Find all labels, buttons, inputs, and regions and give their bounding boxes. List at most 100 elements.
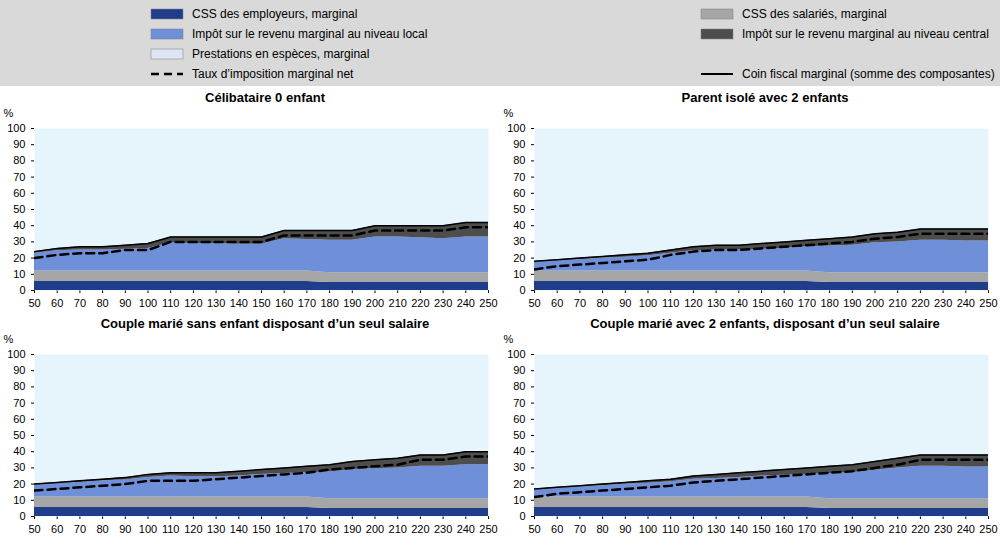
svg-text:150: 150 bbox=[252, 523, 270, 535]
svg-text:100: 100 bbox=[507, 122, 525, 134]
svg-text:110: 110 bbox=[662, 297, 680, 309]
svg-text:0: 0 bbox=[519, 284, 525, 296]
svg-text:90: 90 bbox=[513, 138, 525, 150]
svg-text:100: 100 bbox=[139, 297, 157, 309]
svg-text:90: 90 bbox=[119, 523, 131, 535]
svg-text:50: 50 bbox=[528, 297, 540, 309]
svg-text:80: 80 bbox=[513, 380, 525, 392]
svg-text:210: 210 bbox=[889, 297, 907, 309]
svg-text:60: 60 bbox=[51, 297, 63, 309]
svg-text:90: 90 bbox=[119, 297, 131, 309]
svg-text:240: 240 bbox=[957, 297, 975, 309]
svg-text:60: 60 bbox=[551, 297, 563, 309]
svg-text:110: 110 bbox=[162, 523, 180, 535]
svg-text:130: 130 bbox=[707, 523, 725, 535]
svg-text:130: 130 bbox=[207, 523, 225, 535]
svg-text:70: 70 bbox=[574, 523, 586, 535]
svg-text:90: 90 bbox=[13, 138, 25, 150]
svg-text:20: 20 bbox=[13, 478, 25, 490]
svg-text:100: 100 bbox=[639, 297, 657, 309]
svg-text:30: 30 bbox=[513, 461, 525, 473]
svg-text:180: 180 bbox=[820, 297, 838, 309]
svg-text:60: 60 bbox=[13, 187, 25, 199]
svg-text:50: 50 bbox=[13, 203, 25, 215]
svg-text:170: 170 bbox=[798, 297, 816, 309]
svg-text:140: 140 bbox=[730, 297, 748, 309]
svg-text:40: 40 bbox=[513, 445, 525, 457]
svg-text:%: % bbox=[504, 333, 514, 345]
svg-text:80: 80 bbox=[513, 154, 525, 166]
svg-text:90: 90 bbox=[513, 364, 525, 376]
svg-text:80: 80 bbox=[13, 380, 25, 392]
svg-text:%: % bbox=[4, 107, 14, 119]
svg-text:220: 220 bbox=[911, 523, 929, 535]
svg-text:100: 100 bbox=[7, 122, 25, 134]
svg-text:230: 230 bbox=[434, 523, 452, 535]
svg-text:40: 40 bbox=[513, 219, 525, 231]
svg-text:250: 250 bbox=[479, 523, 497, 535]
svg-text:200: 200 bbox=[866, 297, 884, 309]
svg-text:150: 150 bbox=[252, 297, 270, 309]
svg-text:50: 50 bbox=[28, 523, 40, 535]
svg-text:90: 90 bbox=[619, 297, 631, 309]
svg-text:30: 30 bbox=[13, 235, 25, 247]
svg-text:80: 80 bbox=[96, 523, 108, 535]
svg-text:70: 70 bbox=[74, 523, 86, 535]
svg-text:140: 140 bbox=[230, 523, 248, 535]
svg-text:150: 150 bbox=[752, 523, 770, 535]
svg-text:250: 250 bbox=[979, 297, 997, 309]
svg-text:240: 240 bbox=[457, 523, 475, 535]
svg-text:10: 10 bbox=[513, 268, 525, 280]
svg-text:30: 30 bbox=[13, 461, 25, 473]
svg-text:140: 140 bbox=[730, 523, 748, 535]
svg-text:70: 70 bbox=[513, 397, 525, 409]
svg-text:150: 150 bbox=[752, 297, 770, 309]
svg-text:110: 110 bbox=[162, 297, 180, 309]
svg-text:0: 0 bbox=[19, 510, 25, 522]
svg-text:210: 210 bbox=[889, 523, 907, 535]
svg-text:220: 220 bbox=[911, 297, 929, 309]
svg-text:250: 250 bbox=[479, 297, 497, 309]
svg-text:250: 250 bbox=[979, 523, 997, 535]
svg-text:120: 120 bbox=[184, 297, 202, 309]
svg-text:70: 70 bbox=[74, 297, 86, 309]
svg-text:230: 230 bbox=[934, 523, 952, 535]
svg-text:230: 230 bbox=[934, 297, 952, 309]
svg-text:10: 10 bbox=[13, 268, 25, 280]
svg-text:60: 60 bbox=[13, 413, 25, 425]
svg-text:%: % bbox=[504, 107, 514, 119]
svg-text:50: 50 bbox=[528, 523, 540, 535]
svg-text:90: 90 bbox=[619, 523, 631, 535]
svg-text:50: 50 bbox=[513, 203, 525, 215]
svg-text:80: 80 bbox=[596, 297, 608, 309]
svg-text:120: 120 bbox=[684, 297, 702, 309]
svg-text:220: 220 bbox=[411, 523, 429, 535]
svg-text:220: 220 bbox=[411, 297, 429, 309]
svg-text:70: 70 bbox=[513, 171, 525, 183]
svg-text:80: 80 bbox=[96, 297, 108, 309]
svg-text:130: 130 bbox=[707, 297, 725, 309]
svg-text:60: 60 bbox=[513, 187, 525, 199]
svg-text:210: 210 bbox=[389, 523, 407, 535]
svg-text:170: 170 bbox=[798, 523, 816, 535]
svg-text:190: 190 bbox=[843, 523, 861, 535]
svg-text:240: 240 bbox=[457, 297, 475, 309]
svg-text:180: 180 bbox=[820, 523, 838, 535]
svg-text:50: 50 bbox=[28, 297, 40, 309]
svg-text:80: 80 bbox=[596, 523, 608, 535]
svg-text:200: 200 bbox=[366, 297, 384, 309]
svg-text:120: 120 bbox=[684, 523, 702, 535]
svg-text:60: 60 bbox=[51, 523, 63, 535]
svg-text:100: 100 bbox=[139, 523, 157, 535]
svg-text:180: 180 bbox=[320, 297, 338, 309]
svg-text:160: 160 bbox=[275, 523, 293, 535]
svg-text:100: 100 bbox=[639, 523, 657, 535]
svg-text:40: 40 bbox=[13, 219, 25, 231]
svg-text:100: 100 bbox=[7, 348, 25, 360]
svg-text:50: 50 bbox=[513, 429, 525, 441]
svg-text:190: 190 bbox=[343, 297, 361, 309]
svg-text:170: 170 bbox=[298, 297, 316, 309]
svg-text:200: 200 bbox=[366, 523, 384, 535]
svg-text:130: 130 bbox=[207, 297, 225, 309]
svg-text:70: 70 bbox=[574, 297, 586, 309]
